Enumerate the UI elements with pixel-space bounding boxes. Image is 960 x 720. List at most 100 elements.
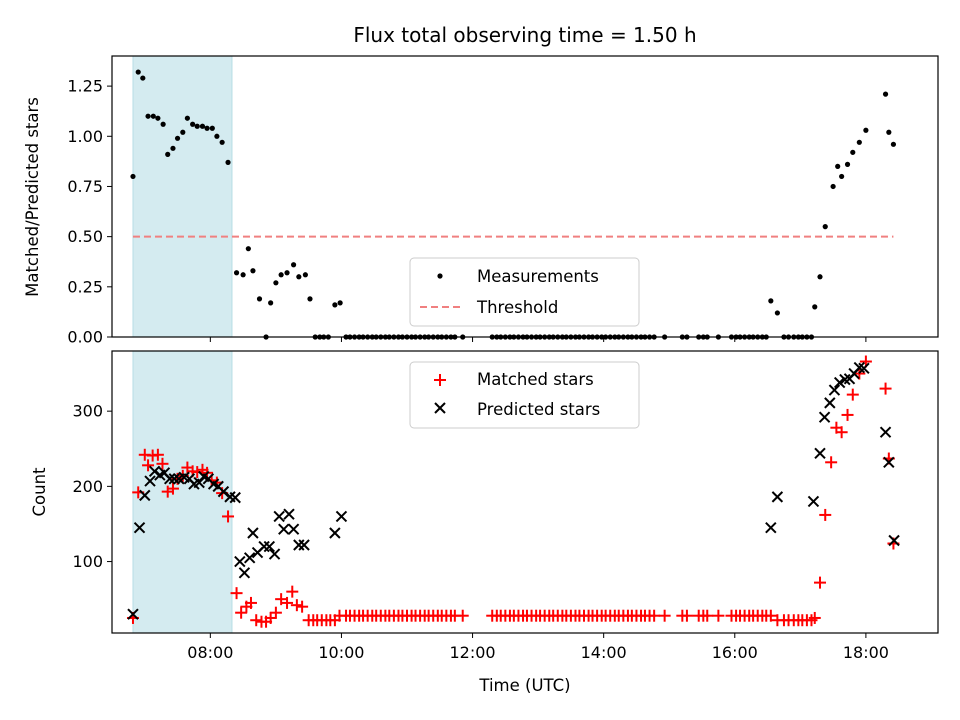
matched-point [701, 609, 714, 622]
top-y-axis-label: Matched/Predicted stars [23, 97, 42, 297]
matched-point [264, 611, 277, 624]
matched-point [814, 576, 826, 589]
measurement-point [835, 163, 841, 169]
measurement-point [337, 300, 343, 306]
measurement-point [830, 183, 836, 190]
predicted-point [268, 548, 281, 560]
y-tick-label: 100 [72, 552, 103, 571]
measurement-point [174, 135, 181, 141]
matched-point [222, 510, 235, 523]
predicted-point [139, 489, 151, 502]
measurement-point [250, 268, 256, 274]
measurement-point [209, 125, 215, 131]
x-tick-label: 08:00 [187, 643, 233, 662]
matched-point [156, 457, 169, 470]
bottom-legend-box [409, 361, 640, 429]
predicted-point [807, 495, 820, 508]
predicted-point [858, 362, 870, 375]
measurement-point [844, 161, 851, 167]
matched-point [680, 609, 693, 622]
matched-point [142, 459, 155, 472]
highlight-span [132, 55, 233, 338]
bottom-x-axis: 08:00 10:00 12:00 14:00 16:00 18:00 [187, 633, 889, 662]
measurement-point [155, 115, 161, 121]
measurement-point [284, 270, 290, 276]
legend-label-measurements: Measurements [477, 267, 599, 286]
x-tick-label: 14:00 [581, 643, 627, 662]
measurement-point [774, 310, 780, 316]
predicted-point [888, 534, 900, 547]
predicted-point [127, 608, 139, 620]
predicted-point [168, 473, 180, 485]
bottom-axes-frame [111, 350, 939, 634]
measurement-point [768, 298, 774, 304]
measurement-point [245, 246, 251, 252]
predicted-point [293, 539, 305, 551]
predicted-point [771, 491, 784, 503]
measurement-point [850, 149, 856, 155]
measurement-point [886, 129, 892, 135]
matched-point [835, 426, 848, 439]
measurement-point [225, 159, 231, 165]
predicted-point [765, 522, 777, 534]
measurement-point [256, 296, 263, 302]
measurement-point [214, 133, 220, 139]
measurement-point [812, 304, 818, 310]
measurement-point [296, 274, 302, 280]
matched-point [648, 609, 661, 622]
matched-point [269, 606, 282, 619]
predicted-point [818, 411, 831, 423]
matched-point [230, 587, 243, 600]
measurement-point [332, 302, 338, 308]
measurement-point [240, 272, 246, 278]
bottom-legend: Matched stars Predicted stars [409, 361, 640, 429]
predicted-point [824, 397, 836, 409]
x-tick-label: 18:00 [843, 643, 889, 662]
predicted-point [883, 456, 895, 469]
measurement-point [233, 270, 240, 276]
top-axes-frame [111, 55, 939, 338]
matched-point [819, 508, 832, 521]
predicted-point [283, 508, 295, 520]
matched-point [658, 609, 671, 622]
top-x-axis [209, 337, 867, 342]
x-tick-label: 12:00 [450, 643, 496, 662]
measurement-point [140, 75, 146, 81]
legend-label-predicted: Predicted stars [477, 400, 600, 419]
measurement-point [180, 129, 186, 135]
measurement-point [219, 139, 225, 145]
legend-plus-marker [434, 374, 446, 386]
predicted-point [247, 527, 259, 539]
chart-title: Flux total observing time = 1.50 h [353, 23, 696, 47]
y-tick-label: 0.50 [67, 227, 103, 246]
matched-point [151, 448, 164, 461]
predicted-point [298, 539, 310, 551]
measurement-point [290, 262, 297, 268]
measurement-point [170, 145, 176, 151]
matched-point [846, 388, 859, 401]
matched-point [825, 456, 838, 469]
bottom-y-axis-label: Count [30, 467, 49, 517]
measurement-point [839, 173, 845, 180]
top-legend-box [409, 257, 640, 327]
measurement-point [273, 280, 279, 286]
x-tick-label: 16:00 [712, 643, 758, 662]
predicted-point [828, 384, 841, 396]
measurement-point [302, 272, 308, 278]
predicted-point [814, 447, 826, 459]
y-tick-label: 200 [72, 477, 103, 496]
predicted-point [229, 491, 241, 504]
measurement-point [268, 300, 274, 306]
highlight-span-top [132, 55, 233, 338]
top-legend: Measurements Threshold [409, 257, 640, 327]
y-tick-label: 0.75 [67, 177, 103, 196]
y-tick-label: 1.00 [67, 127, 103, 146]
predicted-point [258, 540, 270, 553]
predicted-point [273, 510, 285, 523]
legend-label-matched: Matched stars [477, 370, 594, 389]
predicted-stars-series [127, 361, 900, 620]
measurement-point [194, 123, 200, 129]
matched-point [250, 614, 263, 627]
measurement-point [160, 121, 166, 127]
y-tick-label: 1.25 [67, 77, 103, 96]
